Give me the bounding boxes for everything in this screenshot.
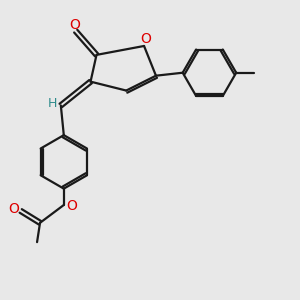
Text: O: O xyxy=(140,32,151,46)
Text: O: O xyxy=(69,18,80,32)
Text: H: H xyxy=(48,98,57,110)
Text: O: O xyxy=(66,200,77,214)
Text: O: O xyxy=(9,202,20,216)
